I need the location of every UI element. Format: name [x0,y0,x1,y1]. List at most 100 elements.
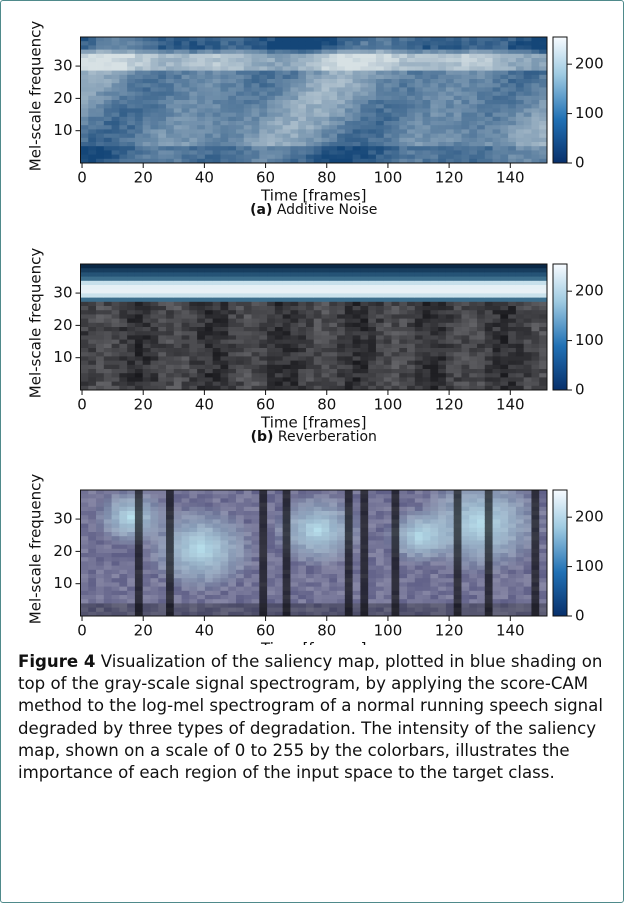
heatmap-cell [298,348,307,353]
heatmap-cell [515,108,525,113]
heatmap-cell [492,310,501,315]
heatmap-cell [414,490,423,495]
heatmap-cell [142,62,151,67]
heatmap-cell [150,41,159,46]
heatmap-cell [290,58,299,63]
heatmap-cell [515,70,525,76]
heatmap-cell [484,268,493,273]
heatmap-cell [461,356,470,361]
heatmap-cell [134,569,144,575]
heatmap-cell [134,498,144,503]
heatmap-cell [204,53,214,59]
heatmap-cell [422,116,431,122]
heatmap-cell [352,150,361,155]
heatmap-cell [430,318,439,324]
heatmap-cell [391,297,400,303]
heatmap-cell [531,112,540,118]
heatmap-cell [477,125,486,130]
heatmap-cell [197,121,206,126]
heatmap-cell [422,45,431,50]
heatmap-cell [158,553,167,558]
heatmap-cell [134,83,144,88]
heatmap-cell [103,586,112,592]
heatmap-cell [391,599,400,604]
heatmap-cell [329,369,338,374]
heatmap-cell [469,377,478,382]
heatmap-cell [274,582,284,587]
heatmap-cell [220,607,229,613]
heatmap-cell [88,494,97,499]
heatmap-cell [329,95,338,101]
heatmap-cell [469,116,478,122]
heatmap-cell [375,540,385,545]
heatmap-cell [111,116,120,122]
heatmap-cell [228,532,237,537]
heatmap-cell [111,133,120,139]
heatmap-cell [337,104,346,109]
heatmap-cell [477,293,486,298]
heatmap-cell [127,276,136,282]
heatmap-cell [298,561,307,566]
heatmap-cell [500,125,509,130]
heatmap-cell [243,133,252,139]
heatmap-cell [127,515,136,520]
heatmap-cell [414,557,423,562]
heatmap-cell [189,381,198,387]
heatmap-cell [492,373,501,378]
heatmap-cell [212,289,221,294]
heatmap-cell [329,536,338,541]
heatmap-cell [88,586,97,592]
heatmap-cell [484,310,493,315]
heatmap-cell [344,53,354,59]
heatmap-cell [88,339,97,345]
heatmap-cell [414,74,423,80]
heatmap-cell [368,385,377,391]
heatmap-cell [103,540,112,545]
heatmap-cell [453,133,462,139]
heatmap-cell [290,364,299,370]
heatmap-cell [399,276,408,282]
heatmap-cell [251,268,260,273]
heatmap-cell [500,297,509,303]
heatmap-cell [360,318,369,324]
heatmap-cell [321,381,330,387]
heatmap-cell [290,133,299,139]
heatmap-cell [103,301,112,307]
heatmap-cell [259,276,268,282]
heatmap-cell [422,79,431,84]
heatmap-cell [422,293,431,298]
heatmap-cell [337,150,346,155]
heatmap-cell [469,343,478,349]
heatmap-cell [368,83,377,88]
heatmap-cell [119,582,128,587]
heatmap-cell [508,268,517,273]
heatmap-cell [282,158,291,164]
heatmap-cell [344,41,354,46]
heatmap-cell [438,280,447,286]
heatmap-cell [445,331,455,336]
heatmap-cell [228,100,237,105]
heatmap-cell [329,603,338,608]
heatmap-cell [166,276,175,282]
heatmap-cell [134,343,144,349]
heatmap-cell [399,322,408,328]
heatmap-cell [259,121,268,126]
heatmap-cell [305,318,315,324]
heatmap-cell [150,285,159,290]
heatmap-cell [220,121,229,126]
heatmap-cell [243,385,252,391]
heatmap-cell [96,611,105,617]
heatmap-cell [414,582,423,587]
heatmap-cell [243,540,252,545]
heatmap-cell [492,37,501,42]
heatmap-cell [352,553,361,558]
heatmap-cell [134,385,144,391]
heatmap-cell [251,280,260,286]
heatmap-cell [80,565,89,571]
heatmap-cell [119,599,128,604]
heatmap-cell [407,310,416,315]
heatmap-cell [523,352,532,357]
heatmap-cell [189,553,198,558]
heatmap-cell [243,506,252,512]
heatmap-cell [220,339,229,345]
